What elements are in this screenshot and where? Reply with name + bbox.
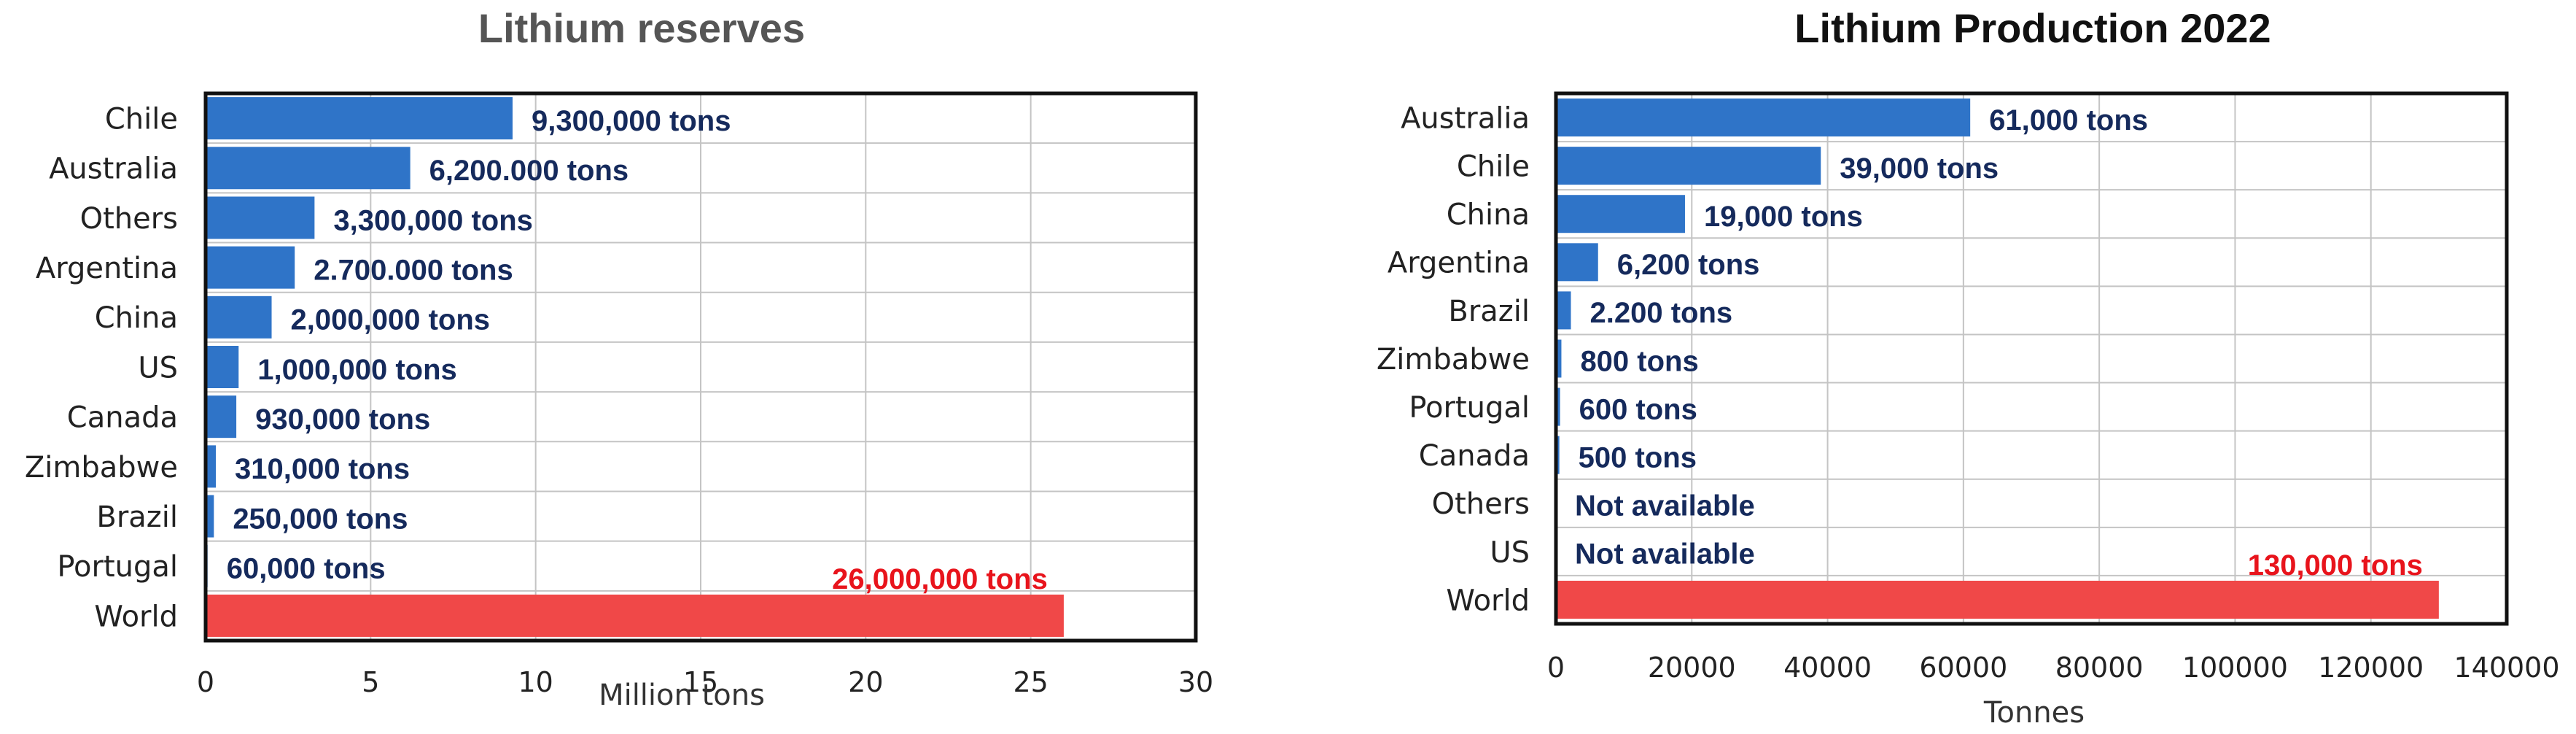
chart2-frame — [1554, 91, 2509, 626]
chart2-bar-chile — [1556, 147, 1821, 185]
chart1-bar-world — [206, 594, 1064, 637]
chart2-category-label-argentina: Argentina — [1388, 247, 1530, 280]
chart2-data-label-brazil: 2.200 tons — [1589, 297, 1732, 329]
chart1-data-label-australia: 6,200.000 tons — [429, 155, 629, 187]
chart2-category-label-australia: Australia — [1401, 101, 1530, 135]
chart1-category-label-chile: Chile — [105, 102, 178, 136]
chart2-x-tick-label: 80000 — [2055, 652, 2144, 684]
chart1-bar-australia — [206, 147, 410, 190]
chart2-title: Lithium Production 2022 — [1794, 5, 2270, 51]
chart1-x-tick-label: 15 — [683, 666, 718, 698]
chart2-category-label-us: US — [1490, 536, 1530, 569]
chart1-bar-zimbabwe — [206, 445, 217, 488]
chart2-x-tick-label: 120000 — [2318, 652, 2424, 684]
chart1-data-label-chile: 9,300,000 tons — [532, 105, 731, 137]
chart2-category-label-world: World — [1446, 584, 1530, 617]
chart1-bar-others — [206, 196, 315, 239]
chart2-x-tick-label: 60000 — [1919, 652, 2007, 684]
chart1-data-label-canada: 930,000 tons — [255, 403, 430, 436]
chart2-data-label-world: 130,000 tons — [2248, 549, 2423, 582]
chart1-x-tick-label: 10 — [518, 666, 553, 698]
chart2-bar-argentina — [1556, 243, 1598, 282]
chart2-x-tick-label: 20000 — [1648, 652, 1736, 684]
chart2-bar-zimbabwe — [1556, 339, 1562, 378]
chart1-frame — [203, 91, 1198, 643]
chart1-category-label-china: China — [95, 301, 178, 335]
chart2-bar-china — [1556, 195, 1685, 233]
chart2-category-label-zimbabwe: Zimbabwe — [1377, 343, 1530, 376]
chart1-category-label-world: World — [94, 600, 178, 633]
chart2-bar-australia — [1556, 98, 1971, 137]
chart1-bar-canada — [206, 395, 237, 439]
chart1-group: Chile 9,300,000 tons Australia 6,200.000 to… — [25, 5, 1213, 712]
chart2-x-tick-label: 100000 — [2182, 652, 2288, 684]
chart2-category-label-portugal: Portugal — [1409, 391, 1530, 425]
chart1-data-label-others: 3,300,000 tons — [333, 204, 533, 236]
chart1-data-label-argentina: 2.700.000 tons — [314, 254, 513, 286]
chart1-category-label-brazil: Brazil — [96, 501, 178, 534]
chart2-data-label-portugal: 600 tons — [1579, 393, 1697, 425]
chart2-data-label-zimbabwe: 800 tons — [1580, 345, 1698, 377]
chart1-data-label-us: 1,000,000 tons — [257, 354, 457, 386]
chart1-x-tick-label: 30 — [1178, 666, 1213, 698]
chart1-x-tick-label: 5 — [362, 666, 379, 698]
chart1-x-axis-label: Million tons — [599, 679, 765, 712]
chart1-x-tick-label: 25 — [1013, 666, 1048, 698]
chart1-data-label-world: 26,000,000 tons — [832, 563, 1048, 595]
chart2-bar-world — [1556, 580, 2439, 619]
chart1-category-label-portugal: Portugal — [57, 550, 178, 584]
chart2-data-label-argentina: 6,200 tons — [1617, 249, 1760, 281]
chart1-bar-us — [206, 346, 239, 388]
chart1-category-label-zimbabwe: Zimbabwe — [25, 451, 178, 484]
chart1-data-label-zimbabwe: 310,000 tons — [235, 453, 410, 485]
chart2-bar-portugal — [1556, 387, 1560, 426]
chart1-data-label-china: 2,000,000 tons — [291, 304, 491, 336]
chart1-category-label-us: US — [138, 351, 178, 385]
chart2-x-tick-label: 0 — [1547, 652, 1565, 684]
chart1-bar-chile — [206, 97, 513, 140]
chart1-category-label-others: Others — [80, 202, 178, 236]
chart1-data-label-brazil: 250,000 tons — [233, 503, 408, 535]
chart2-x-axis-label: Tonnes — [1983, 696, 2085, 730]
chart1-bar-brazil — [206, 495, 214, 538]
chart2-x-tick-label: 40000 — [1783, 652, 1872, 684]
chart2-data-label-china: 19,000 tons — [1704, 201, 1863, 233]
chart2-category-label-china: China — [1447, 198, 1530, 232]
chart2-category-label-chile: Chile — [1457, 150, 1530, 184]
chart2-data-label-chile: 39,000 tons — [1840, 152, 1999, 185]
chart2-category-label-brazil: Brazil — [1448, 295, 1530, 328]
chart1-category-label-australia: Australia — [49, 152, 178, 186]
chart1-bar-china — [206, 295, 272, 339]
chart2-data-label-us: Not available — [1575, 538, 1755, 571]
chart2-x-tick-label: 140000 — [2454, 652, 2559, 684]
chart1-title: Lithium reserves — [478, 5, 805, 51]
chart2-data-label-australia: 61,000 tons — [1989, 104, 2148, 136]
chart1-bar-argentina — [206, 246, 295, 289]
chart2-bar-brazil — [1556, 291, 1571, 330]
chart1-category-label-canada: Canada — [67, 401, 178, 435]
chart2-data-label-others: Not available — [1575, 490, 1755, 522]
chart1-x-tick-label: 0 — [197, 666, 214, 698]
chart2-group: Australia 61,000 tons Chile 39,000 tons Chin… — [1377, 5, 2560, 730]
chart1-category-label-argentina: Argentina — [36, 252, 178, 285]
chart2-data-label-canada: 500 tons — [1579, 441, 1697, 474]
chart2-category-label-canada: Canada — [1419, 439, 1530, 473]
chart1-x-tick-label: 20 — [848, 666, 883, 698]
chart1-data-label-portugal: 60,000 tons — [227, 553, 386, 585]
chart2-category-label-others: Others — [1432, 487, 1530, 521]
